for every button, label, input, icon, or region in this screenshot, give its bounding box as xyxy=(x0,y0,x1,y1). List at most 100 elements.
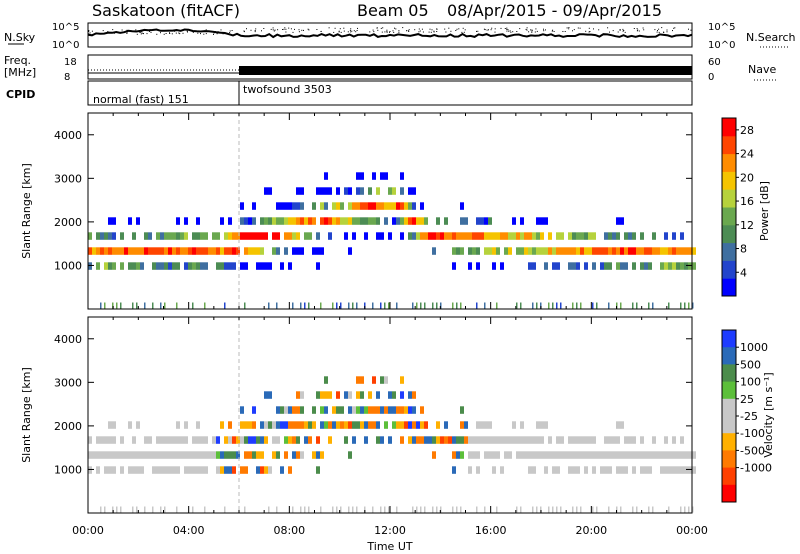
velocity-cell xyxy=(236,436,240,444)
power-cell xyxy=(160,262,164,270)
velocity-cell xyxy=(268,391,272,399)
nsearch-point xyxy=(484,29,486,31)
velocity-cell xyxy=(408,391,412,399)
power-colorbar: 4 8 12 16 20 24 28 xyxy=(721,117,754,297)
velocity-cell xyxy=(352,421,356,429)
velocity-cell xyxy=(648,506,650,513)
power-cell xyxy=(656,247,660,255)
velocity-cell xyxy=(632,466,636,474)
velocity-cell xyxy=(288,406,292,414)
nsearch-point xyxy=(579,27,581,29)
velocity-cell xyxy=(164,451,168,459)
power-cell xyxy=(400,202,404,210)
power-cell xyxy=(608,247,612,255)
power-cell xyxy=(408,217,412,225)
cpid-strip: CPID normal (fast) 151 twofsound 3503 xyxy=(6,80,693,106)
velocity-cell xyxy=(680,466,684,474)
y-tick-label: 2000 xyxy=(54,216,82,229)
velocity-cell xyxy=(176,466,180,474)
velocity-cell xyxy=(312,406,316,414)
velocity-cell xyxy=(468,451,472,459)
velocity-cell xyxy=(568,451,572,459)
power-cell xyxy=(480,217,484,225)
power-cell xyxy=(144,247,148,255)
nsearch-point xyxy=(431,29,433,31)
velocity-cell xyxy=(464,421,468,429)
power-cell xyxy=(424,217,428,225)
nsearch-point xyxy=(552,29,554,31)
velocity-cell xyxy=(136,506,138,513)
power-cell xyxy=(236,247,240,255)
nsearch-point xyxy=(589,31,591,32)
power-colorbar-swatch xyxy=(722,171,736,190)
power-cell xyxy=(372,202,376,210)
power-cell xyxy=(620,302,622,309)
velocity-cell xyxy=(592,506,594,513)
power-cell xyxy=(240,262,244,270)
power-cell xyxy=(644,247,648,255)
velocity-cell xyxy=(132,466,136,474)
velocity-cell xyxy=(108,466,112,474)
velocity-cell xyxy=(460,436,464,444)
power-colorbar-tick-label: 28 xyxy=(740,124,754,137)
power-cell xyxy=(196,232,200,240)
velocity-cell xyxy=(368,391,372,399)
nsearch-point xyxy=(642,27,644,29)
velocity-colorbar-swatch xyxy=(722,416,736,434)
velocity-cell xyxy=(416,506,418,513)
velocity-cell xyxy=(432,436,436,444)
power-cell xyxy=(560,232,564,240)
velocity-cell xyxy=(632,451,636,459)
nsearch-point xyxy=(430,31,432,33)
velocity-cell xyxy=(268,421,272,429)
velocity-cell xyxy=(112,466,116,474)
velocity-cell xyxy=(404,421,408,429)
velocity-cell xyxy=(692,466,696,474)
nsearch-point xyxy=(222,33,224,35)
nsearch-point xyxy=(183,29,185,31)
nsearch-point xyxy=(129,30,131,32)
velocity-cell xyxy=(460,506,462,513)
velocity-cell xyxy=(136,421,140,429)
velocity-cell xyxy=(180,436,184,444)
power-cell xyxy=(104,247,108,255)
nsearch-point xyxy=(347,31,349,33)
power-cell xyxy=(108,262,112,270)
velocity-cell xyxy=(208,451,212,459)
power-cell xyxy=(416,217,420,225)
nsearch-point xyxy=(88,31,90,32)
velocity-cell xyxy=(184,451,188,459)
power-cell xyxy=(264,217,268,225)
velocity-cell xyxy=(552,451,556,459)
velocity-cell xyxy=(572,451,576,459)
nsearch-point xyxy=(622,28,624,30)
power-cell xyxy=(664,247,668,255)
power-axes: 1000 2000 3000 4000 xyxy=(54,113,693,309)
power-cell xyxy=(240,217,244,225)
power-cell xyxy=(512,232,516,240)
power-cell xyxy=(584,232,588,240)
nsearch-point xyxy=(338,31,340,33)
nsearch-point xyxy=(298,29,300,31)
power-cell xyxy=(520,302,522,309)
nsearch-point xyxy=(636,28,638,30)
nsky-label: N.Sky xyxy=(4,31,36,44)
nsearch-point xyxy=(506,30,508,32)
power-cell xyxy=(524,232,528,240)
velocity-cell xyxy=(292,436,296,444)
velocity-cell xyxy=(156,436,160,444)
nsearch-point xyxy=(491,27,493,29)
velocity-cell xyxy=(680,436,684,444)
velocity-cell xyxy=(580,436,584,444)
velocity-cell xyxy=(416,436,420,444)
power-cell xyxy=(620,217,624,225)
nsearch-point xyxy=(178,32,180,34)
power-cell xyxy=(432,232,436,240)
nsearch-point xyxy=(658,31,660,33)
velocity-cell xyxy=(164,506,166,513)
nsearch-point xyxy=(633,28,635,29)
velocity-cell xyxy=(456,506,458,513)
power-cell xyxy=(212,232,216,240)
velocity-cell xyxy=(388,436,392,444)
velocity-cell xyxy=(420,436,424,444)
